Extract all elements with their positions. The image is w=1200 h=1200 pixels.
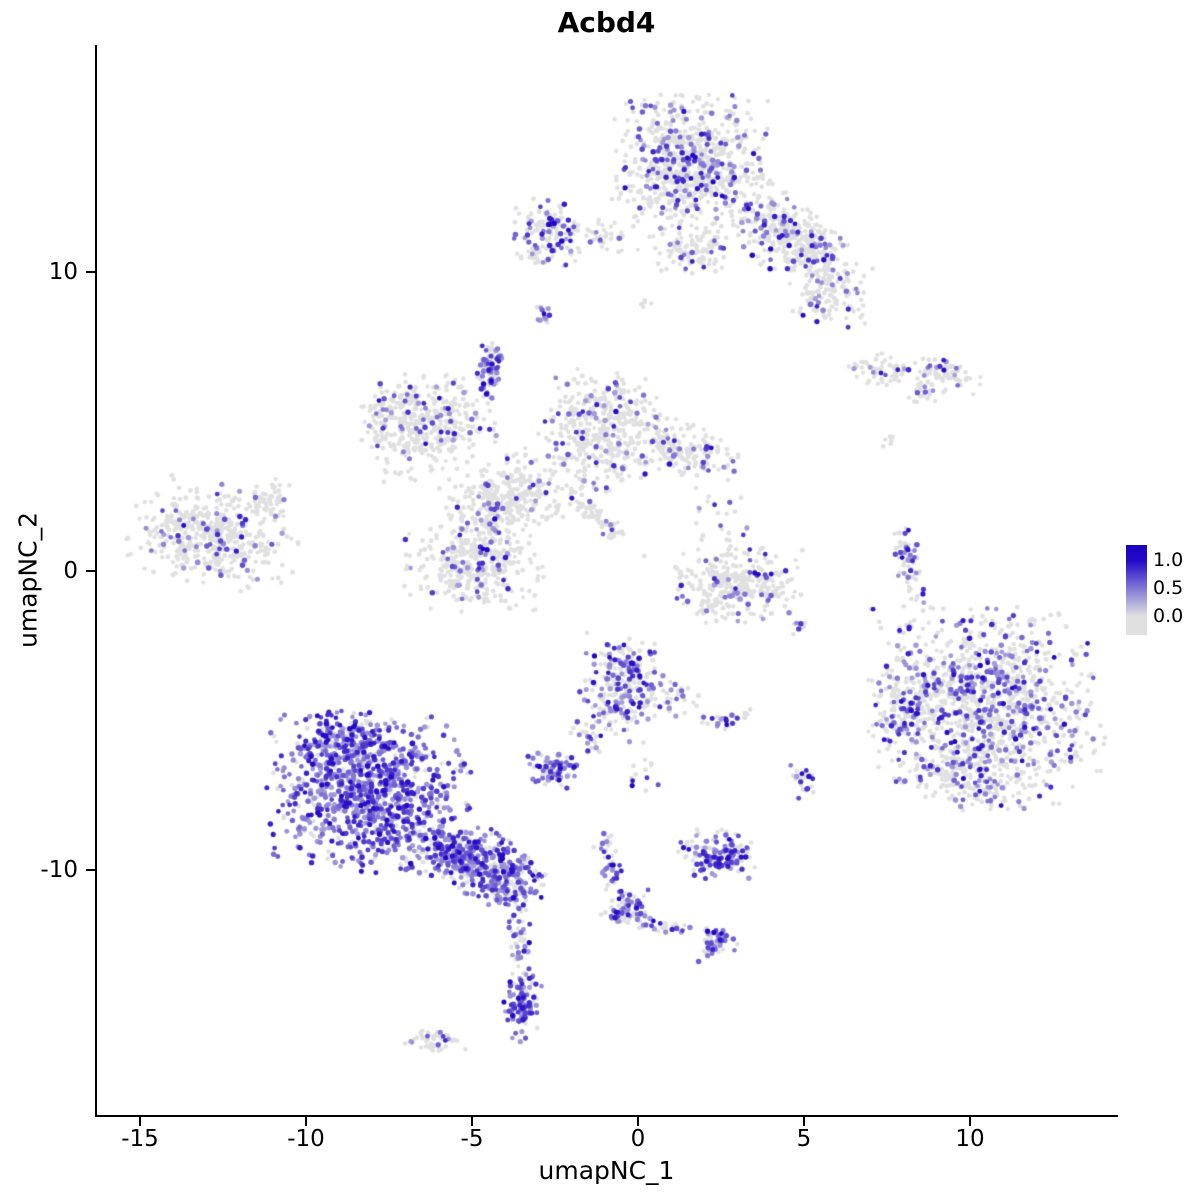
y-tick-label: 0 — [63, 558, 78, 584]
x-tick-mark — [637, 1117, 639, 1126]
y-tick-mark — [86, 869, 95, 871]
x-tick-mark — [969, 1117, 971, 1126]
x-axis-label: umapNC_1 — [538, 1156, 675, 1185]
plot-title: Acbd4 — [557, 6, 656, 39]
x-tick-label: 0 — [630, 1126, 646, 1152]
x-tick-mark — [471, 1117, 473, 1126]
legend-label: 1.0 — [1153, 549, 1184, 571]
x-tick-mark — [139, 1117, 141, 1126]
legend-gradient-bar — [1126, 545, 1147, 635]
legend-label: 0.5 — [1153, 577, 1184, 599]
x-tick-label: -10 — [287, 1126, 325, 1152]
x-tick-label: -15 — [121, 1126, 159, 1152]
legend-labels: 1.0 0.5 0.0 — [1153, 546, 1183, 630]
y-tick-mark — [86, 570, 95, 572]
y-tick-mark — [86, 271, 95, 273]
x-tick-mark — [803, 1117, 805, 1126]
x-tick-label: 5 — [796, 1126, 812, 1152]
x-tick-label: -5 — [460, 1126, 484, 1152]
x-tick-mark — [305, 1117, 307, 1126]
y-tick-label: -10 — [40, 857, 78, 883]
y-tick-label: 10 — [48, 259, 78, 285]
x-tick-label: 10 — [955, 1126, 985, 1152]
legend-label: 0.0 — [1153, 605, 1184, 627]
